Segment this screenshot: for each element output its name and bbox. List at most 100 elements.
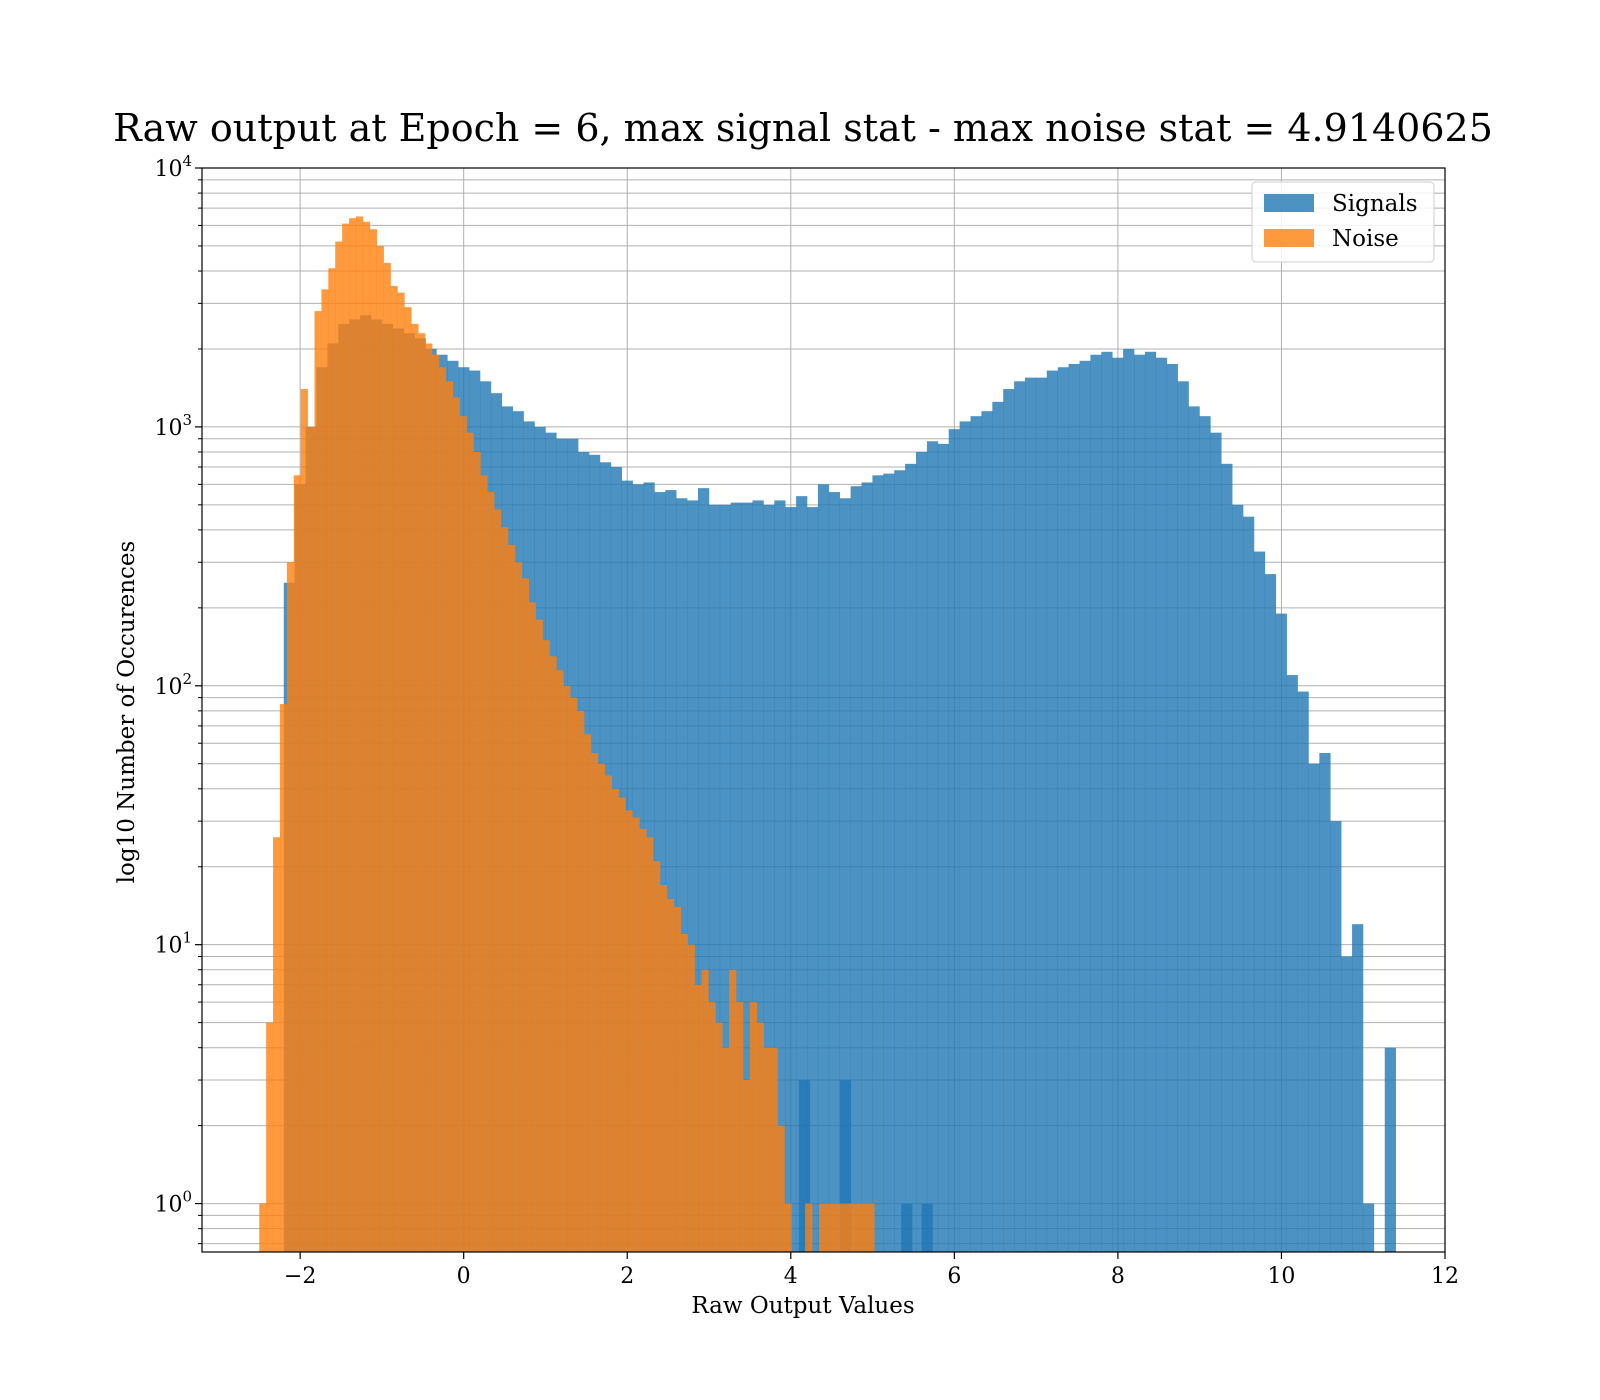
noise-bar (660, 885, 668, 1252)
signals-bar (1384, 1047, 1396, 1252)
x-tick-label: 12 (1431, 1264, 1459, 1289)
signals-bar (1144, 351, 1157, 1252)
signals-bar (687, 500, 699, 1252)
noise-bar (321, 289, 329, 1252)
noise-bar (266, 1022, 274, 1252)
signals-bar (839, 1080, 852, 1252)
signals-bar (1090, 354, 1102, 1252)
signals-bar (948, 429, 960, 1252)
noise-bar (369, 229, 378, 1253)
signals-bar (1308, 763, 1320, 1252)
signals-bar (1352, 924, 1364, 1252)
noise-bar (418, 333, 426, 1253)
noise-bar (666, 899, 675, 1252)
signals-bar (1123, 348, 1135, 1252)
signals-bar (937, 443, 950, 1252)
signals-bar (1199, 416, 1211, 1252)
signals-bar (905, 463, 917, 1252)
signals-bar (1286, 675, 1298, 1252)
signals-bar (1046, 370, 1059, 1252)
noise-bar (480, 475, 488, 1253)
signals-bar (1079, 360, 1091, 1252)
signals-bar (1155, 357, 1168, 1253)
signals-bar (1297, 691, 1309, 1252)
signals-bar (992, 401, 1004, 1252)
signals-bar (676, 498, 688, 1252)
noise-bar (570, 697, 578, 1252)
x-tick-label: 0 (457, 1264, 471, 1289)
noise-legend-label: Noise (1332, 226, 1399, 252)
signals-bar (828, 492, 841, 1252)
signals-bar (901, 1203, 913, 1252)
signals-bar (1319, 753, 1331, 1252)
noise-bar (349, 218, 357, 1252)
noise-bar (383, 262, 391, 1252)
signals-bar (665, 490, 677, 1252)
noise-bar (839, 1203, 847, 1252)
noise-bar (259, 1203, 267, 1252)
noise-bar (632, 817, 640, 1252)
y-axis-label: log10 Number of Occurences (114, 541, 140, 884)
signals-bar (1264, 574, 1277, 1252)
signals-bar (921, 1203, 933, 1252)
noise-bar (473, 451, 481, 1253)
noise-bar (784, 1203, 792, 1252)
noise-bar (397, 292, 405, 1252)
noise-bar (673, 906, 682, 1252)
noise-bars (259, 216, 875, 1253)
noise-bar (860, 1203, 868, 1252)
noise-bar (307, 426, 315, 1252)
signals-bar (981, 411, 993, 1252)
signals-bar (1341, 956, 1353, 1252)
signals-bar (1243, 516, 1255, 1252)
signals-bar (850, 486, 862, 1252)
signals-bar (1112, 357, 1124, 1253)
noise-bar (618, 797, 626, 1252)
signals-bar (719, 504, 732, 1252)
signals-bar (807, 507, 819, 1252)
noise-bar (577, 710, 585, 1252)
noise-bar (404, 307, 412, 1253)
noise-bar (314, 311, 322, 1252)
noise-bar (653, 861, 661, 1252)
signals-bar (1330, 821, 1342, 1252)
noise-bar (708, 1002, 716, 1252)
noise-bar (846, 1203, 854, 1252)
signals-bar (1253, 551, 1266, 1252)
signals-bar (1057, 367, 1069, 1253)
noise-bar (770, 1047, 778, 1252)
signals-bar (959, 421, 971, 1252)
signals-bar (926, 441, 939, 1253)
noise-bar (715, 1022, 723, 1252)
signals-bar (1177, 381, 1189, 1252)
noise-bar (335, 241, 343, 1253)
noise-legend-swatch (1264, 229, 1314, 247)
noise-bar (646, 837, 654, 1252)
noise-bar (279, 704, 288, 1252)
noise-bar (563, 685, 571, 1252)
noise-bar (431, 354, 440, 1252)
signals-bar (1025, 377, 1037, 1252)
signals-bar (1275, 613, 1287, 1252)
signals-bar (1035, 377, 1048, 1252)
noise-bar (749, 1002, 758, 1252)
noise-bar (528, 602, 536, 1252)
noise-bar (604, 775, 612, 1252)
noise-bar (445, 381, 454, 1252)
noise-bar (390, 286, 398, 1253)
noise-bar (376, 245, 384, 1252)
noise-bar (680, 933, 688, 1252)
noise-bar (487, 492, 495, 1252)
noise-bar (521, 578, 530, 1252)
noise-bar (597, 763, 606, 1252)
noise-bar (425, 343, 433, 1253)
noise-bar (355, 216, 364, 1253)
noise-bar (701, 969, 709, 1252)
x-tick-label: 4 (784, 1264, 798, 1289)
signals-bar (708, 504, 721, 1252)
noise-bar (818, 1203, 827, 1252)
noise-bar (466, 432, 474, 1252)
signals-bar (1134, 354, 1146, 1252)
noise-bar (556, 670, 564, 1252)
